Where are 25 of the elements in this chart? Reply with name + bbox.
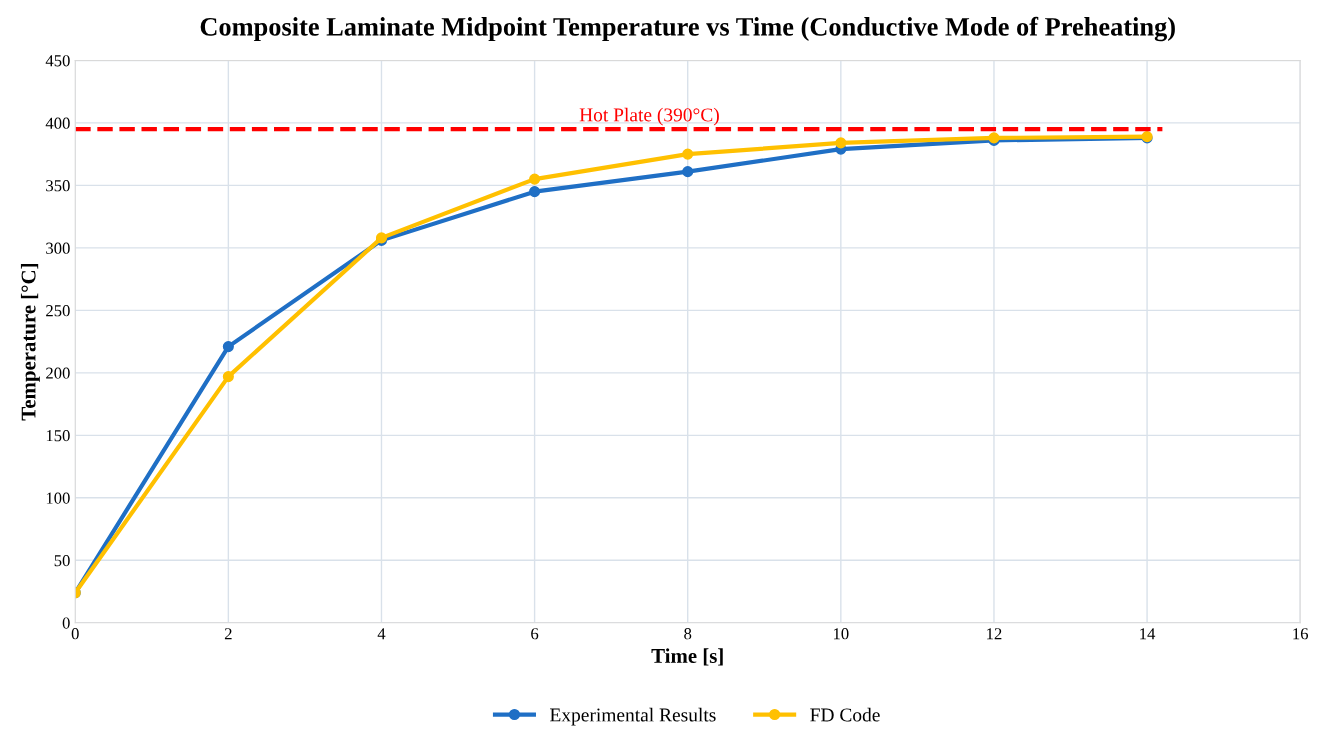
y-tick-label: 250	[46, 305, 70, 317]
ref-line-label: Hot Plate (390°C)	[579, 107, 719, 126]
x-tick-label: 2	[224, 628, 232, 640]
x-tick-label: 6	[531, 628, 539, 640]
y-tick-label: 0	[62, 617, 70, 629]
y-tick-label: 200	[46, 367, 70, 379]
y-axis-title: Temperature [°C]	[20, 264, 40, 421]
y-tick-label: 150	[46, 430, 70, 442]
x-tick-label: 8	[684, 628, 692, 640]
y-tick-label: 400	[45, 117, 70, 129]
y-tick-label: 50	[54, 554, 70, 567]
x-axis-title: Time [s]	[651, 648, 723, 666]
x-tick-label: 0	[71, 628, 79, 640]
y-tick-label: 450	[45, 55, 70, 67]
legend-label: FD Code	[810, 707, 880, 722]
x-tick-label: 10	[833, 628, 849, 640]
y-tick-label: 100	[46, 492, 70, 504]
x-tick-label: 4	[377, 628, 386, 640]
y-tick-label: 350	[46, 180, 70, 192]
chart-title: Composite Laminate Midpoint Temperature vs Time (Conductive Mode of Preheating)	[200, 16, 1175, 42]
x-tick-label: 16	[1293, 628, 1309, 640]
x-tick-label: 14	[1140, 628, 1156, 640]
x-tick-label: 12	[987, 628, 1002, 640]
y-tick-label: 300	[46, 242, 70, 254]
legend-label: Experimental Results	[550, 707, 716, 726]
